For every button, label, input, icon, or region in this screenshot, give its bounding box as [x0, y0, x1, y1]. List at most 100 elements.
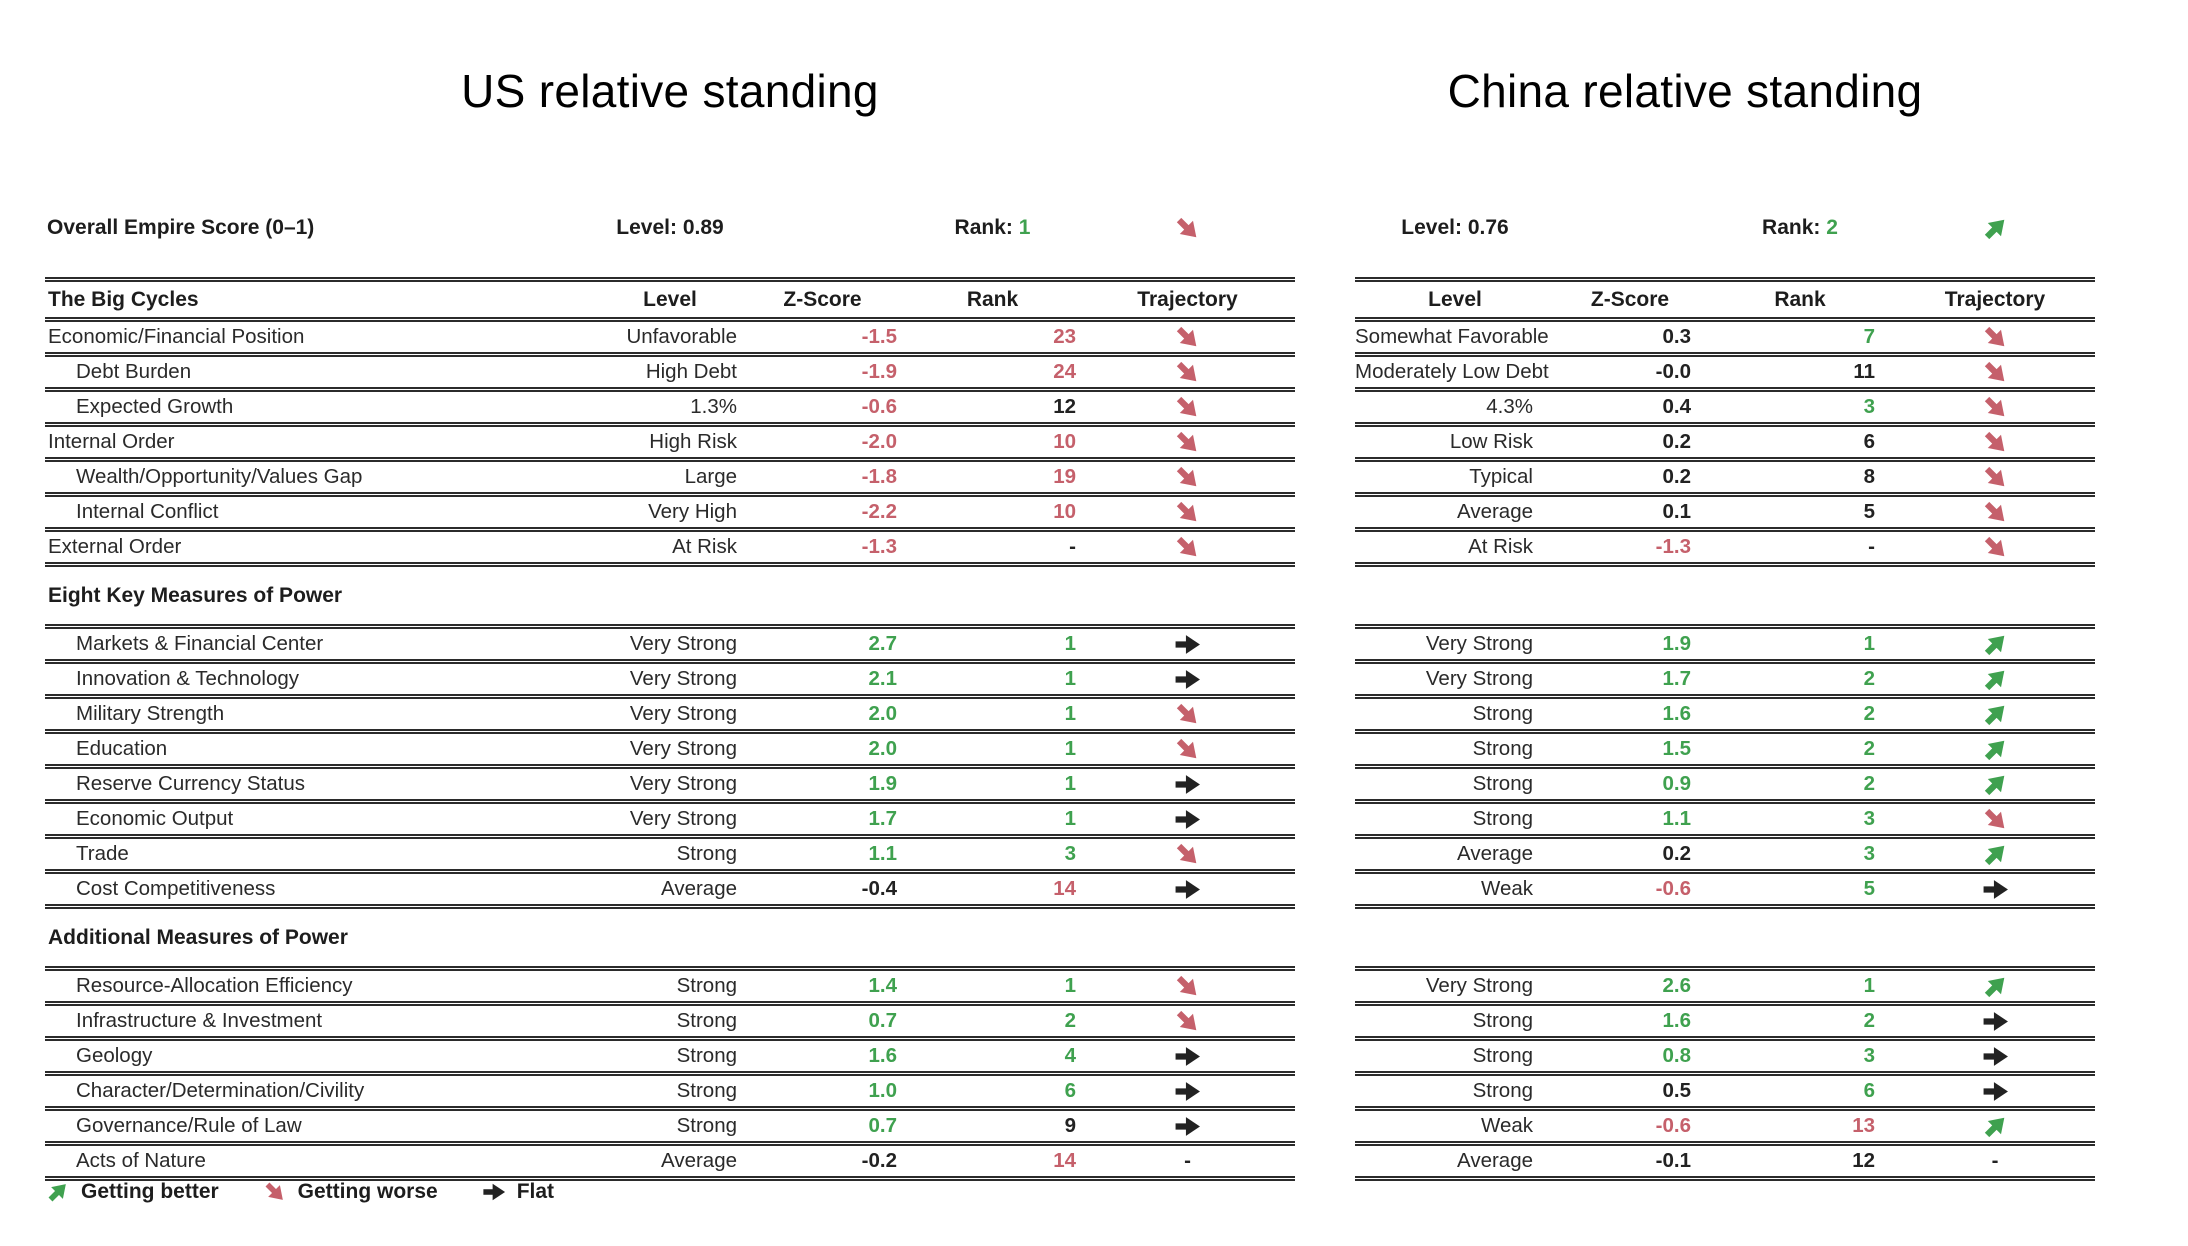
level-cell: Strong: [676, 1009, 737, 1032]
level-cell: Very Strong: [1425, 974, 1533, 997]
down-right-arrow-icon: [1984, 536, 2004, 556]
rank-cell: 12: [1053, 395, 1076, 418]
level-cell: Strong: [676, 974, 737, 997]
table-row: Reserve Currency Status Very Strong 1.9 1: [45, 769, 1295, 804]
down-right-arrow-icon: [1176, 738, 1197, 758]
row-label: Internal Conflict: [76, 500, 219, 523]
table-row: Average 0.1 5: [1355, 497, 2095, 532]
up-right-arrow-icon: [1984, 1117, 2004, 1137]
row-label: Expected Growth: [76, 395, 234, 418]
level-cell: Very Strong: [629, 772, 737, 795]
china-overall-trajectory: [1895, 215, 2095, 242]
right-arrow-icon: [1175, 774, 1200, 794]
zscore-cell: -1.3: [1655, 535, 1691, 558]
trajectory-cell: [1895, 876, 2095, 903]
level-cell: Strong: [676, 1044, 737, 1067]
level-cell: Very Strong: [629, 632, 737, 655]
table-row: Innovation & Technology Very Strong 2.1 1: [45, 664, 1295, 699]
zscore-cell: 1.0: [868, 1079, 898, 1102]
rank-cell: 10: [1053, 430, 1076, 453]
overall-score-label: Overall Empire Score (0–1): [47, 216, 315, 239]
table-row: Very Strong 1.9 1: [1355, 624, 2095, 664]
zscore-cell: -0.2: [861, 1149, 897, 1172]
row-label: Geology: [76, 1044, 153, 1067]
zscore-cell: 2.7: [868, 632, 898, 655]
down-right-arrow-icon: [1176, 703, 1197, 723]
trajectory-cell: [1895, 771, 2095, 798]
rank-cell: 13: [1852, 1114, 1875, 1137]
level-cell: Very Strong: [629, 737, 737, 760]
up-right-arrow-icon: [1982, 216, 2009, 239]
trajectory-cell: [1080, 701, 1295, 728]
trajectory-cell: [1080, 631, 1295, 658]
table-row: Very Strong 2.6 1: [1355, 966, 2095, 1006]
right-arrow-icon: [1983, 1011, 2008, 1031]
rank-cell: -: [1868, 535, 1875, 558]
row-label: Resource-Allocation Efficiency: [76, 974, 353, 997]
table-row: Economic Output Very Strong 1.7 1: [45, 804, 1295, 839]
down-right-arrow-icon: [1984, 808, 2004, 828]
rank-cell: 14: [1053, 1149, 1076, 1172]
zscore-cell: 0.3: [1662, 325, 1692, 348]
zscore-cell: 0.2: [1662, 465, 1692, 488]
table-row: Economic/Financial Position Unfavorable -1…: [45, 322, 1295, 357]
level-cell: Strong: [676, 1114, 737, 1137]
zscore-cell: 1.6: [868, 1044, 898, 1067]
level-cell: Very Strong: [1425, 667, 1533, 690]
level-cell: Strong: [1472, 1044, 1533, 1067]
overall-score-band: Overall Empire Score (0–1) Level: 0.89 R…: [0, 203, 2188, 253]
zscore-cell: -0.0: [1655, 360, 1691, 383]
rank-cell: 1: [1064, 667, 1076, 690]
trajectory-cell: [1895, 394, 2095, 421]
zscore-cell: -0.6: [1655, 1114, 1691, 1137]
china-title: China relative standing: [1447, 65, 1923, 117]
down-right-arrow-icon: [1174, 216, 1201, 239]
column-header: Level: [1428, 287, 1482, 311]
right-arrow-icon: [1175, 809, 1200, 829]
trajectory-cell: [1080, 324, 1295, 351]
rank-cell: 1: [1863, 974, 1875, 997]
dash-mark: -: [1991, 1149, 1999, 1172]
column-header: Rank: [966, 287, 1019, 311]
down-right-arrow-icon: [1176, 843, 1197, 863]
trajectory-cell: [1080, 394, 1295, 421]
level-cell: 1.3%: [690, 395, 737, 418]
level-cell: Strong: [1472, 1009, 1533, 1032]
row-label: Innovation & Technology: [76, 667, 300, 690]
rank-cell: 2: [1863, 772, 1875, 795]
level-cell: Very Strong: [629, 667, 737, 690]
row-label: Infrastructure & Investment: [76, 1009, 323, 1032]
table-row: Very Strong 1.7 2: [1355, 664, 2095, 699]
down-right-arrow-icon: [1176, 1010, 1197, 1030]
us-header-row: The Big Cycles Level Z-Score Rank Trajectory: [45, 277, 1295, 322]
rank-cell: 6: [1863, 430, 1875, 453]
zscore-cell: 2.0: [868, 737, 898, 760]
level-cell: High Risk: [649, 430, 737, 453]
level-cell: Average: [1457, 1149, 1533, 1172]
china-overall-rank-value: 2: [1826, 216, 1838, 239]
rank-cell: 14: [1053, 877, 1076, 900]
down-right-arrow-icon: [1176, 217, 1197, 237]
rank-cell: 6: [1064, 1079, 1076, 1102]
rank-cell: 8: [1863, 465, 1875, 488]
row-label: External Order: [48, 535, 182, 558]
right-arrow-icon: [1175, 1046, 1200, 1066]
trajectory-cell: [1080, 973, 1295, 1000]
us-overall-level: Level: 0.89: [616, 216, 724, 239]
trajectory-cell: [1080, 1078, 1295, 1105]
table-row: Strong 0.9 2: [1355, 769, 2095, 804]
trajectory-cell: [1080, 876, 1295, 903]
big-cycles-header: The Big Cycles: [48, 287, 199, 311]
rank-cell: 2: [1863, 702, 1875, 725]
table-row: Typical 0.2 8: [1355, 462, 2095, 497]
row-label: Internal Order: [48, 430, 175, 453]
down-right-arrow-icon: [1176, 326, 1197, 346]
row-label: Economic/Financial Position: [48, 325, 305, 348]
level-cell: At Risk: [672, 535, 737, 558]
level-cell: Strong: [1472, 772, 1533, 795]
row-label: Markets & Financial Center: [76, 632, 324, 655]
rank-cell: 12: [1852, 1149, 1875, 1172]
china-overall-level: Level: 0.76: [1401, 216, 1509, 239]
trajectory-cell: [1080, 771, 1295, 798]
column-header: Rank: [1774, 287, 1826, 311]
